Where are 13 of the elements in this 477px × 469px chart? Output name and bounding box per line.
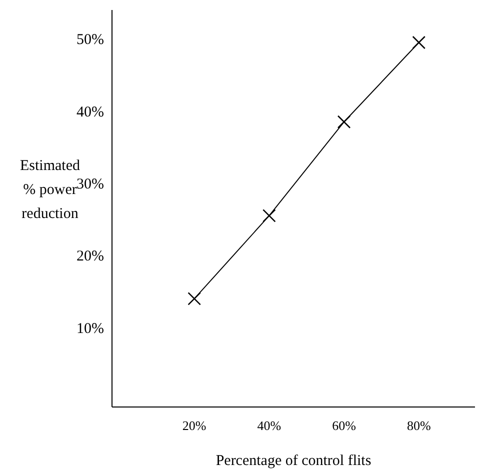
point [337, 115, 351, 129]
y-tick-label: 50% [76, 32, 104, 48]
x-tick-label: 60% [332, 418, 356, 434]
y-tick-label: 20% [76, 248, 104, 265]
x-tick-label: 20% [182, 418, 206, 434]
point [262, 209, 276, 222]
x-tick-label: 40% [257, 418, 282, 434]
x-axis-title: Percentage of control flits [216, 453, 372, 469]
x-tick-label: 80% [406, 418, 431, 434]
y-tick-label: 40% [76, 104, 104, 120]
y-tick-label: 10% [76, 320, 104, 337]
point [412, 36, 426, 50]
point [188, 292, 201, 306]
